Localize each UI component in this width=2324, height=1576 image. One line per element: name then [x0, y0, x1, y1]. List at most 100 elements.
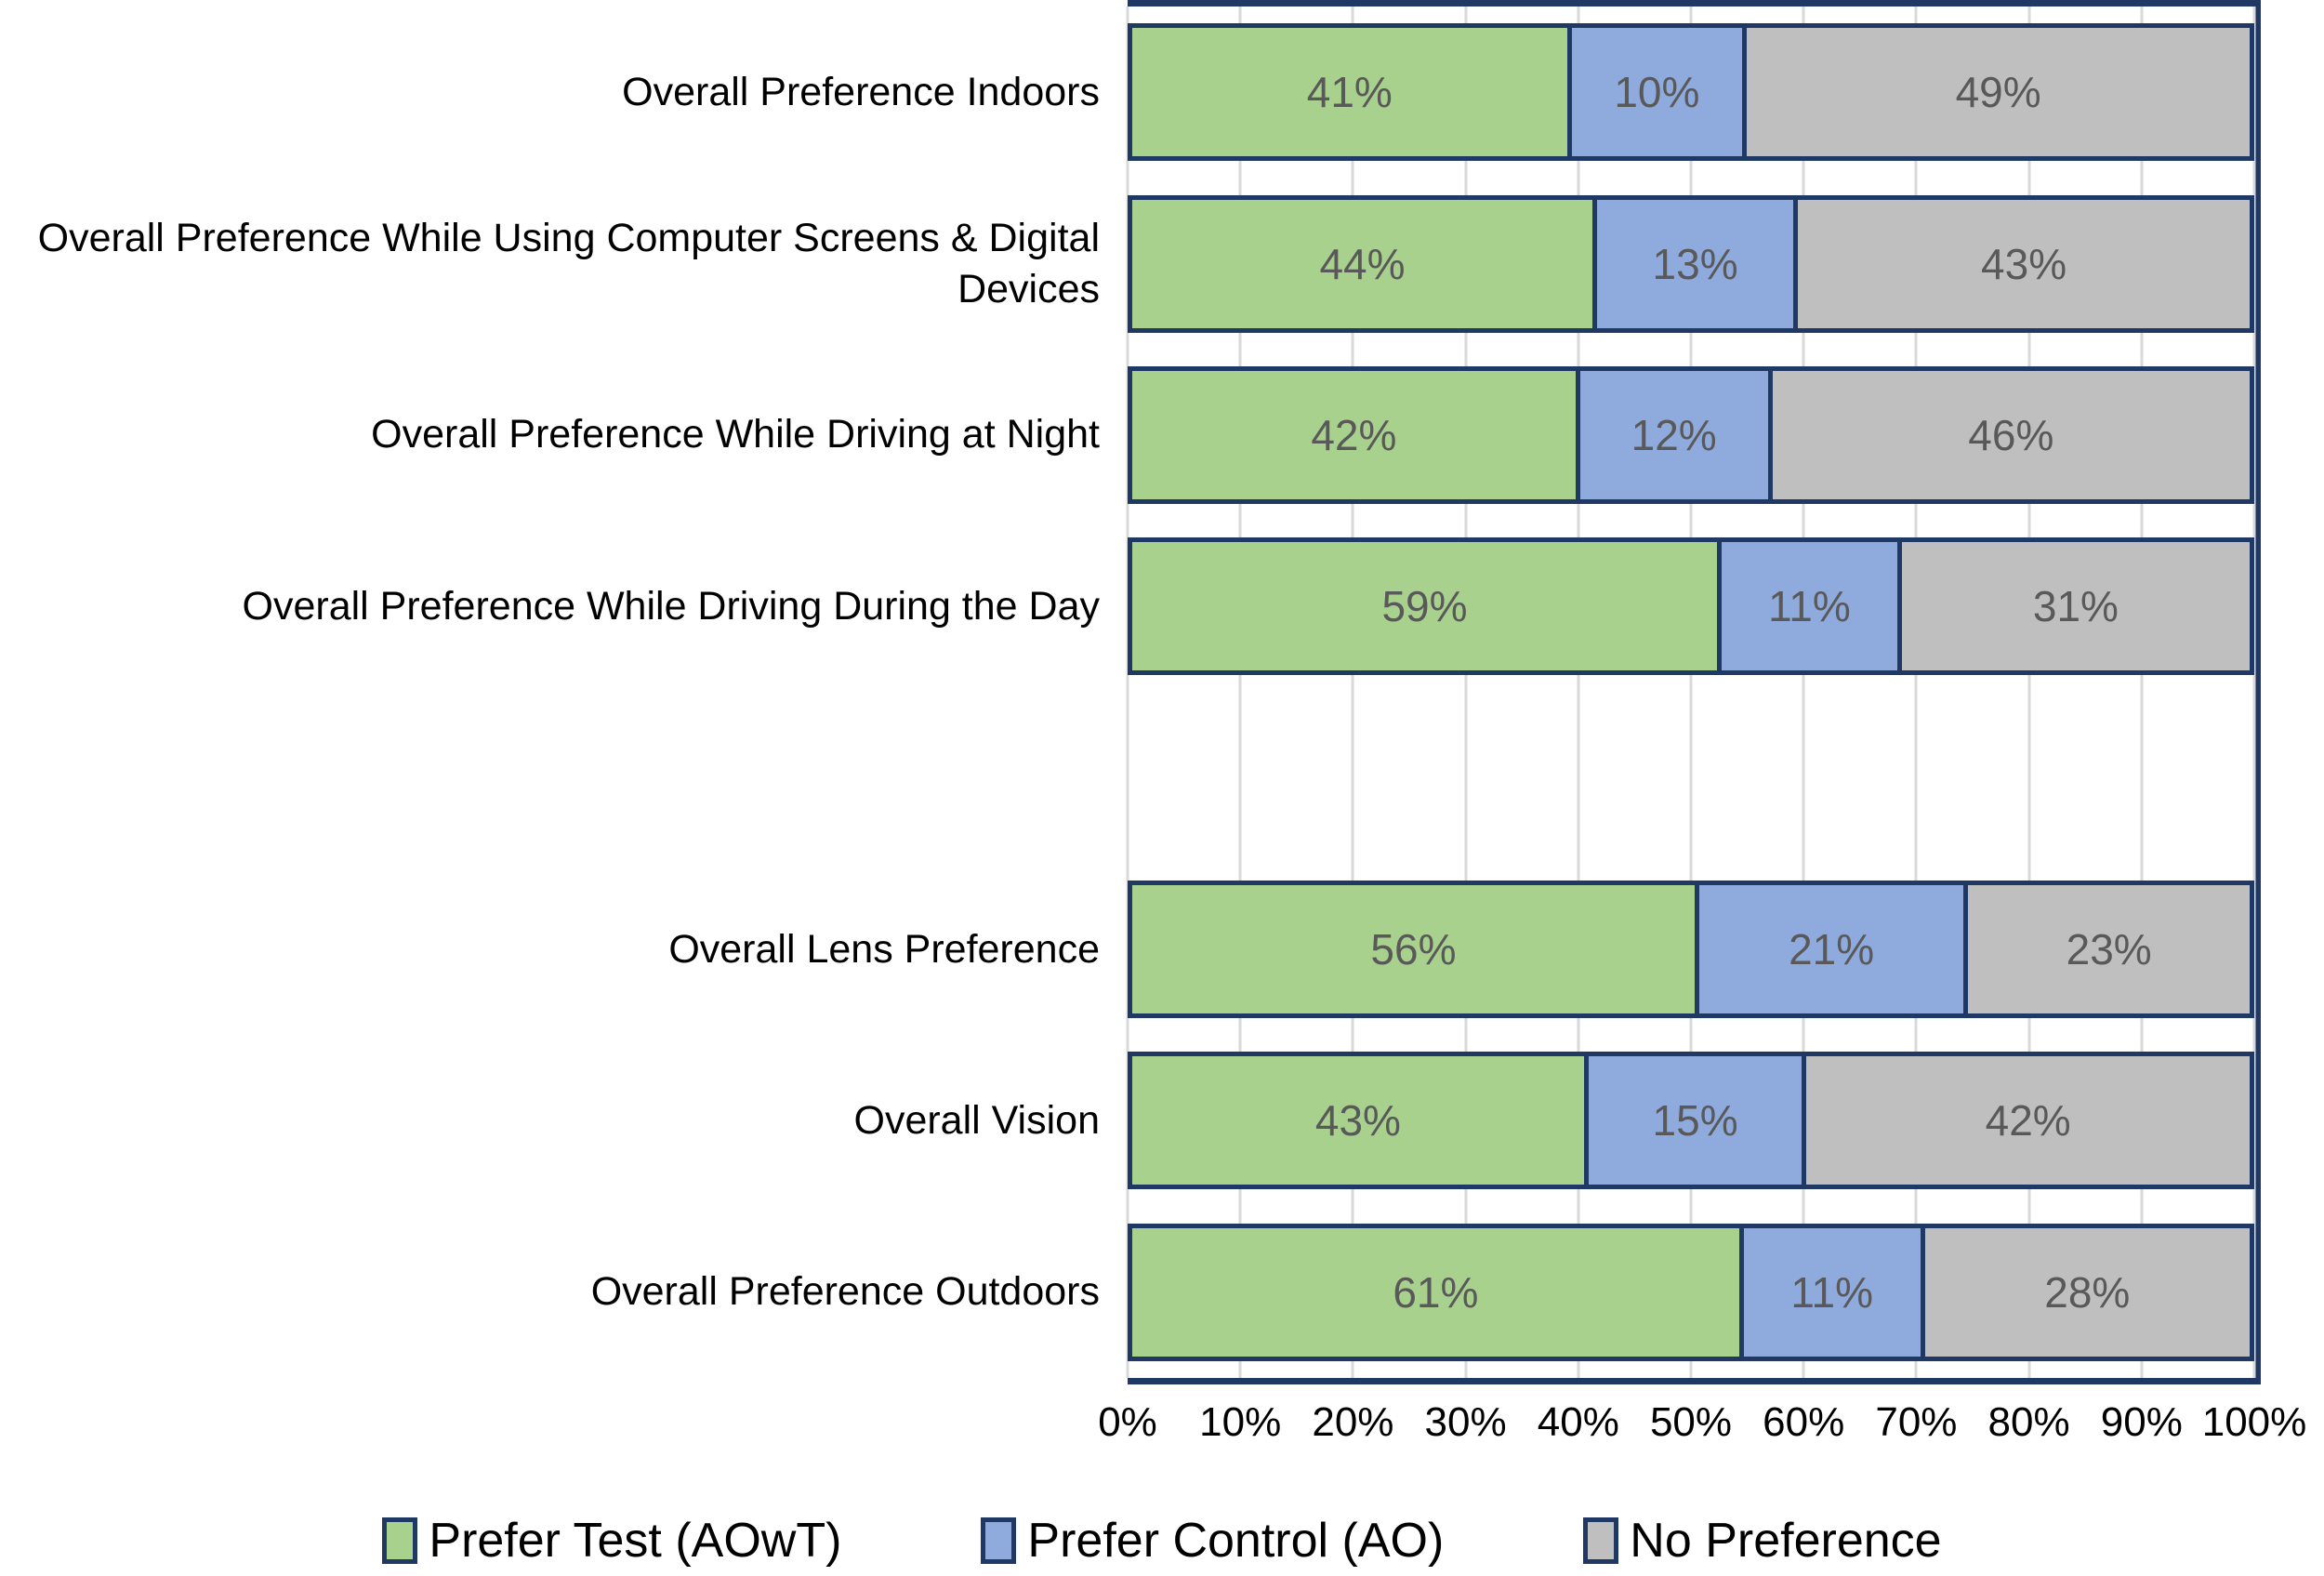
legend-label: Prefer Control (AO) — [1027, 1514, 1445, 1568]
x-axis: 0% 10% 20% 30% 40% 50% 60% 70% 80% 90% 100% — [1098, 1384, 2306, 1459]
x-axis-tick-label: 20% — [1312, 1399, 1394, 1445]
bar-value-label: 59% — [1381, 582, 1468, 631]
bar-value-label: 56% — [1370, 925, 1457, 974]
bar-value-label: 13% — [1652, 239, 1738, 288]
gridline — [1464, 7, 1468, 1378]
bar-segment-no-preference: 23% — [1968, 881, 2254, 1019]
bar-row: 56% 21% 23% — [1128, 864, 2254, 1035]
stacked-bar: 42% 12% 46% — [1128, 365, 2254, 504]
bar-segment-no-preference: 46% — [1772, 365, 2254, 504]
bar-segment-prefer-test: 42% — [1128, 365, 1580, 504]
bar-value-label: 42% — [1985, 1096, 2071, 1146]
bar-row: 44% 13% 43% — [1128, 178, 2254, 349]
bar-value-label: 15% — [1652, 1096, 1738, 1146]
stacked-bar: 59% 11% 31% — [1128, 537, 2254, 676]
category-label-text: Overall Vision — [853, 1097, 1101, 1143]
stacked-bar: 43% 15% 42% — [1128, 1052, 2254, 1190]
bar-segment-prefer-control: 10% — [1571, 23, 1748, 162]
bar-row: 41% 10% 49% — [1128, 7, 2254, 178]
bar-row-empty — [1128, 693, 2254, 864]
category-label: Overall Preference Indoors — [0, 7, 1128, 178]
x-axis-tick-label: 80% — [1987, 1399, 2070, 1445]
bar-value-label: 31% — [2032, 582, 2119, 631]
bar-segment-prefer-control: 13% — [1597, 194, 1799, 333]
legend-swatch-prefer-control-icon — [981, 1517, 1017, 1564]
category-label: Overall Preference While Driving During … — [0, 521, 1128, 692]
gridline — [1914, 7, 1918, 1378]
legend: Prefer Test (AOwT) Prefer Control (AO) N… — [0, 1513, 2324, 1569]
bar-segment-prefer-control: 11% — [1722, 537, 1902, 676]
category-label-text: Overall Preference While Driving During … — [242, 583, 1100, 629]
legend-item-no-preference: No Preference — [1583, 1513, 1942, 1569]
bar-value-label: 43% — [1981, 239, 2067, 288]
legend-label: Prefer Test (AOwT) — [429, 1514, 842, 1568]
bar-value-label: 23% — [2066, 925, 2152, 974]
bar-value-label: 21% — [1789, 925, 1875, 974]
category-label: Overall Preference While Using Computer … — [0, 178, 1128, 349]
category-label-text: Overall Preference While Using Computer … — [37, 215, 1100, 311]
legend-label: No Preference — [1630, 1514, 1942, 1568]
gridline — [1351, 7, 1354, 1378]
x-axis-tick-label: 40% — [1537, 1399, 1619, 1445]
gridline — [1802, 7, 1805, 1378]
bar-value-label: 11% — [1768, 582, 1851, 631]
gridline — [1126, 7, 1129, 1378]
category-label-text: Overall Preference Outdoors — [590, 1269, 1100, 1315]
category-label: Overall Preference While Driving at Nigh… — [0, 350, 1128, 521]
bar-value-label: 10% — [1614, 68, 1700, 117]
x-axis-tick-label: 10% — [1199, 1399, 1282, 1445]
bar-value-label: 41% — [1306, 68, 1393, 117]
bar-value-label: 49% — [1955, 68, 2041, 117]
bar-value-label: 42% — [1311, 410, 1397, 459]
gridline — [2027, 7, 2031, 1378]
x-axis-tick-label: 60% — [1763, 1399, 1845, 1445]
x-axis-tick-label: 90% — [2100, 1399, 2183, 1445]
bar-segment-prefer-test: 44% — [1128, 194, 1598, 333]
bar-segment-prefer-control: 21% — [1698, 881, 1969, 1019]
gridline — [1238, 7, 1242, 1378]
category-label-text: Overall Lens Preference — [668, 926, 1100, 972]
bar-row: 59% 11% 31% — [1128, 521, 2254, 692]
bar-segment-prefer-test: 56% — [1128, 881, 1699, 1019]
gridline — [2140, 7, 2144, 1378]
stacked-bar: 44% 13% 43% — [1128, 194, 2254, 333]
bar-segment-no-preference: 31% — [1901, 537, 2254, 676]
bar-segment-prefer-test: 61% — [1128, 1223, 1744, 1361]
bar-segment-prefer-test: 41% — [1128, 23, 1572, 162]
x-axis-tick-label: 30% — [1424, 1399, 1507, 1445]
bar-value-label: 11% — [1790, 1267, 1873, 1317]
bar-value-label: 12% — [1631, 410, 1717, 459]
chart-body: Overall Preference Indoors Overall Prefer… — [0, 0, 2261, 1384]
bar-segment-prefer-control: 12% — [1579, 365, 1773, 504]
bar-value-label: 46% — [1968, 410, 2054, 459]
x-axis-tick-label: 100% — [2201, 1399, 2307, 1445]
bar-segment-prefer-test: 59% — [1128, 537, 1723, 676]
category-label: Overall Vision — [0, 1035, 1128, 1206]
bar-value-label: 44% — [1319, 239, 1406, 288]
category-label: Overall Preference Outdoors — [0, 1207, 1128, 1378]
category-label: Overall Lens Preference — [0, 864, 1128, 1035]
category-label-text: Overall Preference While Driving at Nigh… — [371, 412, 1100, 457]
bar-segment-no-preference: 49% — [1747, 23, 2254, 162]
bar-segment-no-preference: 28% — [1924, 1223, 2254, 1361]
category-label-empty — [0, 693, 1128, 864]
gridline — [1577, 7, 1580, 1378]
category-label-text: Overall Preference Indoors — [622, 69, 1100, 114]
bar-segment-prefer-control: 15% — [1588, 1052, 1807, 1190]
bar-segment-no-preference: 43% — [1798, 194, 2254, 333]
bar-value-label: 61% — [1393, 1267, 1479, 1317]
legend-item-prefer-control: Prefer Control (AO) — [981, 1513, 1444, 1569]
gridline — [1689, 7, 1693, 1378]
stacked-bar: 41% 10% 49% — [1128, 23, 2254, 162]
stacked-bar: 56% 21% 23% — [1128, 881, 2254, 1019]
legend-item-prefer-test: Prefer Test (AOwT) — [382, 1513, 841, 1569]
bar-value-label: 43% — [1314, 1096, 1401, 1146]
bar-segment-no-preference: 42% — [1806, 1052, 2254, 1190]
category-labels: Overall Preference Indoors Overall Prefer… — [0, 0, 1128, 1384]
gridline — [2252, 7, 2256, 1378]
legend-swatch-no-preference-icon — [1583, 1517, 1619, 1564]
x-axis-tick-label: 70% — [1875, 1399, 1958, 1445]
bar-value-label: 28% — [2044, 1267, 2131, 1317]
bar-row: 61% 11% 28% — [1128, 1207, 2254, 1378]
